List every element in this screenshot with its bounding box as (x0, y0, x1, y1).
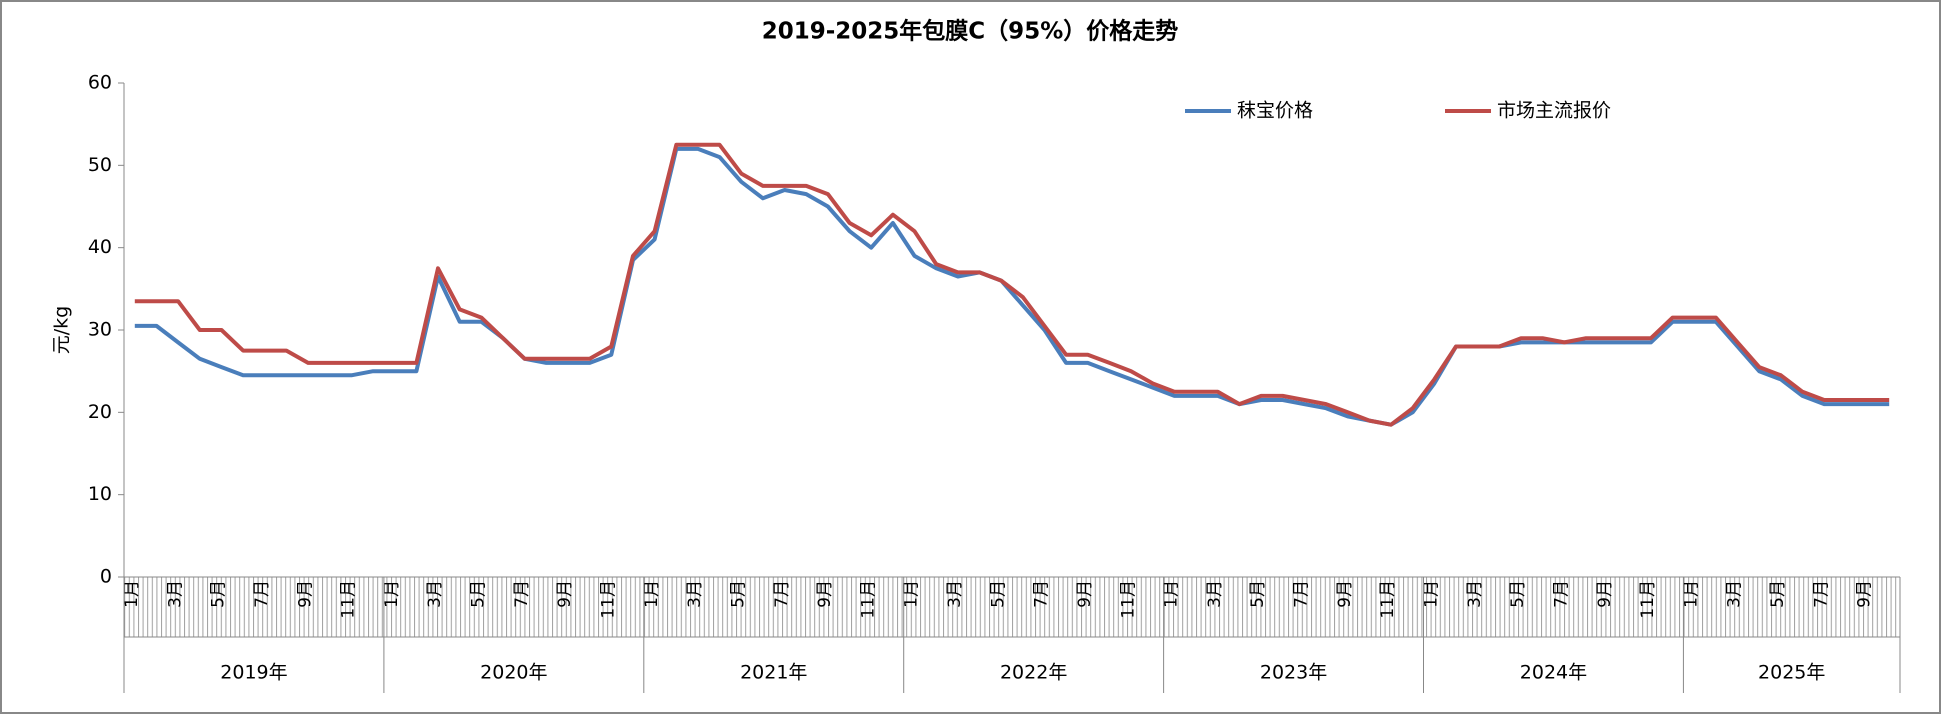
x-tick-label: 1月 (902, 580, 922, 608)
x-tick-label: 11月 (339, 580, 359, 619)
x-tick-label: 7月 (1551, 580, 1571, 608)
x-tick-label: 5月 (209, 580, 229, 608)
year-label: 2019年 (220, 662, 287, 684)
year-label: 2024年 (1520, 662, 1587, 684)
x-tick-label: 1月 (642, 580, 662, 608)
x-tick-label: 1月 (1422, 580, 1442, 608)
x-tick-label: 5月 (988, 580, 1008, 608)
x-tick-label: 5月 (1248, 580, 1268, 608)
x-tick-label: 7月 (1292, 580, 1312, 608)
x-tick-label: 11月 (1378, 580, 1398, 619)
y-tick-label: 0 (100, 566, 112, 588)
week-ticks (124, 577, 1900, 637)
x-tick-label: 11月 (858, 580, 878, 619)
year-label: 2025年 (1758, 662, 1825, 684)
x-tick-label: 11月 (598, 580, 618, 619)
year-label: 2022年 (1000, 662, 1067, 684)
x-tick-label: 5月 (728, 580, 748, 608)
x-tick-label: 1月 (1681, 580, 1701, 608)
legend-label: 秣宝价格 (1237, 100, 1313, 122)
x-tick-label: 5月 (1508, 580, 1528, 608)
x-tick-label: 9月 (1595, 580, 1615, 608)
year-label: 2020年 (480, 662, 547, 684)
x-tick-label: 9月 (815, 580, 835, 608)
x-tick-label: 3月 (425, 580, 445, 608)
y-tick-label: 30 (88, 319, 112, 341)
year-label: 2023年 (1260, 662, 1327, 684)
x-tick-label: 7月 (512, 580, 532, 608)
x-tick-label: 9月 (295, 580, 315, 608)
x-tick-label: 9月 (1855, 580, 1875, 608)
y-tick-label: 50 (88, 154, 112, 176)
x-tick-label: 11月 (1638, 580, 1658, 619)
y-tick-label: 60 (88, 72, 112, 94)
x-tick-label: 9月 (1335, 580, 1355, 608)
chart-title: 2019-2025年包膜C（95%）价格走势 (762, 18, 1179, 45)
y-axis-label: 元/kg (51, 306, 73, 354)
x-tick-label: 7月 (252, 580, 272, 608)
x-tick-label: 7月 (772, 580, 792, 608)
x-tick-label: 1月 (122, 580, 142, 608)
x-tick-label: 3月 (1725, 580, 1745, 608)
x-tick-label: 3月 (945, 580, 965, 608)
x-tick-label: 11月 (1118, 580, 1138, 619)
y-tick-label: 10 (88, 483, 112, 505)
x-tick-label: 1月 (1162, 580, 1182, 608)
legend-label: 市场主流报价 (1497, 100, 1611, 122)
y-tick-label: 40 (88, 236, 112, 258)
x-tick-label: 5月 (1768, 580, 1788, 608)
x-tick-label: 9月 (1075, 580, 1095, 608)
series-line (134, 142, 1890, 427)
x-tick-label: 3月 (1205, 580, 1225, 608)
x-tick-label: 1月 (382, 580, 402, 608)
x-tick-label: 3月 (685, 580, 705, 608)
x-tick-label: 5月 (469, 580, 489, 608)
x-tick-label: 3月 (1465, 580, 1485, 608)
x-tick-label: 9月 (555, 580, 575, 608)
y-tick-label: 20 (88, 401, 112, 423)
x-tick-label: 7月 (1032, 580, 1052, 608)
x-tick-label: 3月 (165, 580, 185, 608)
year-label: 2021年 (740, 662, 807, 684)
x-tick-label: 7月 (1811, 580, 1831, 608)
